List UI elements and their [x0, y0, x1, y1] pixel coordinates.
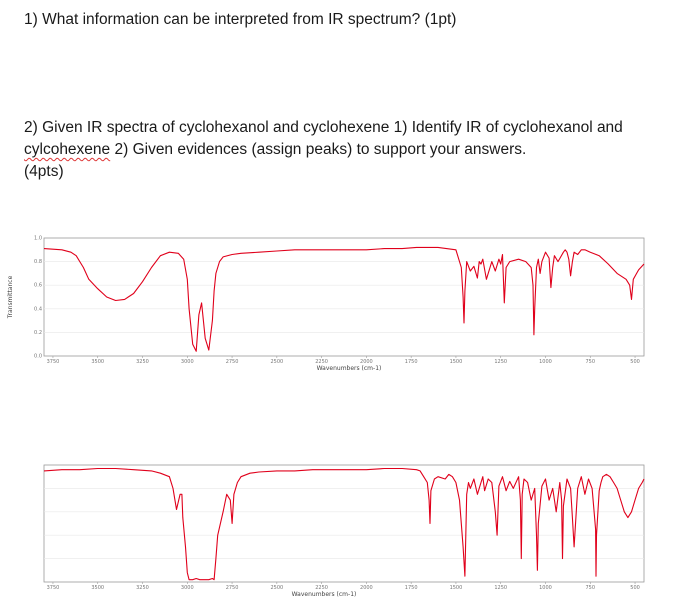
x-tick-label: 750 — [585, 359, 595, 365]
question-2-part-2: 2) Given evidences (assign peaks) to sup… — [110, 141, 527, 158]
y-tick-label: 0.6 — [34, 283, 42, 289]
x-tick-label: 2250 — [315, 359, 328, 365]
x-tick-label: 1000 — [539, 359, 552, 365]
x-tick-label: 1750 — [405, 359, 418, 365]
x-tick-label: 1500 — [450, 359, 463, 365]
x-tick-label: 3250 — [136, 585, 149, 591]
x-tick-label: 3250 — [136, 359, 149, 365]
x-tick-label: 3000 — [181, 359, 194, 365]
x-tick-label: 1750 — [405, 585, 418, 591]
x-tick-label: 1500 — [450, 585, 463, 591]
x-tick-label: 3750 — [47, 359, 60, 365]
x-tick-label: 2000 — [360, 359, 373, 365]
y-tick-label: 0.2 — [34, 330, 42, 336]
ir-spectrum-1: 3750 3500 3250 3000 2750 2500 2250 2000 1750 1500… — [7, 236, 645, 372]
x-tick-label: 3500 — [91, 585, 104, 591]
y-tick-label: 1.0 — [34, 236, 42, 242]
y-tick-label: 0.8 — [34, 259, 42, 265]
x-tick-label: 2000 — [360, 585, 373, 591]
y-tick-label: 0.0 — [34, 354, 42, 360]
x-tick-label: 2500 — [270, 585, 283, 591]
question-1: 1) What information can be interpreted f… — [24, 11, 457, 28]
x-axis-label: Wavenumbers (cm-1) — [292, 591, 357, 598]
x-tick-label: 2750 — [226, 359, 239, 365]
x-tick-label: 2500 — [270, 359, 283, 365]
y-axis-label: Transmittance — [7, 275, 14, 319]
x-tick-label: 500 — [630, 585, 640, 591]
plot-frame — [43, 237, 645, 357]
question-2-part-3: (4pts) — [24, 163, 64, 180]
x-tick-label: 1000 — [539, 585, 552, 591]
spectrum-line — [43, 246, 645, 352]
ir-spectrum-2: 3750 3500 3250 3000 2750 2500 2250 2000 1750 1500… — [43, 464, 645, 598]
x-tick-label: 3500 — [91, 359, 104, 365]
spectrum-line — [43, 467, 645, 581]
plot-frame — [43, 464, 645, 583]
x-tick-label: 1250 — [494, 359, 507, 365]
x-tick-label: 3750 — [47, 585, 60, 591]
question-2: 2) Given IR spectra of cyclohexanol and … — [24, 117, 684, 183]
question-2-part-1: 2) Given IR spectra of cyclohexanol and … — [24, 119, 623, 136]
x-tick-label: 3000 — [181, 585, 194, 591]
x-tick-label: 2250 — [315, 585, 328, 591]
x-axis-label: Wavenumbers (cm-1) — [317, 365, 382, 372]
misspelled-word: cylcohexene — [24, 141, 111, 158]
x-tick-label: 2750 — [226, 585, 239, 591]
x-tick-label: 1250 — [494, 585, 507, 591]
x-tick-label: 500 — [630, 359, 640, 365]
x-tick-label: 750 — [585, 585, 595, 591]
y-tick-label: 0.4 — [34, 306, 42, 312]
